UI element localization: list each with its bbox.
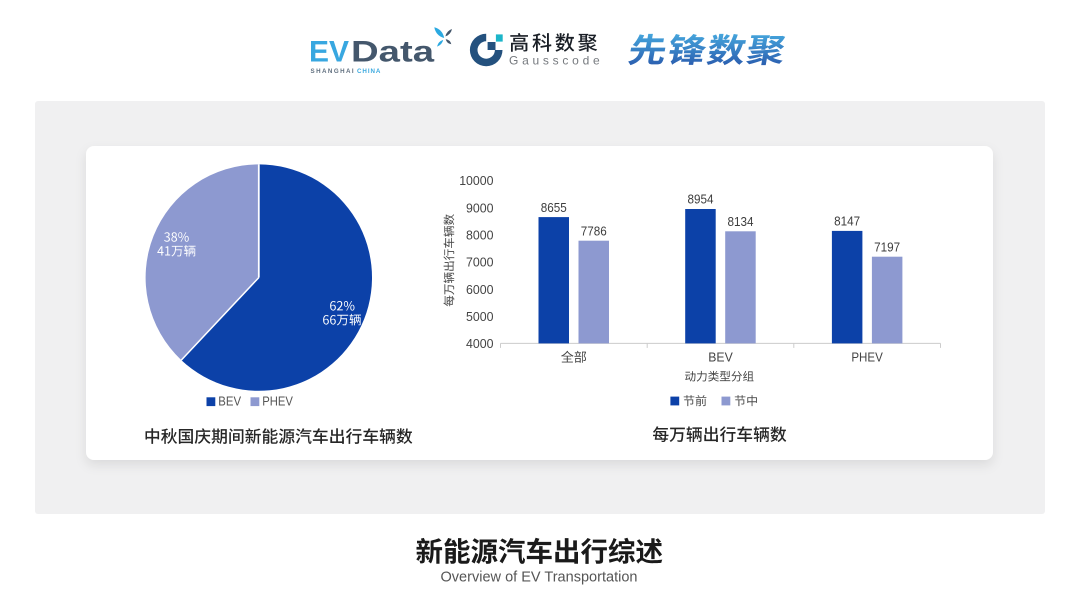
svg-text:8000: 8000 [466, 228, 494, 243]
svg-text:9000: 9000 [466, 200, 494, 215]
svg-text:8134: 8134 [728, 214, 754, 229]
svg-text:PHEV: PHEV [851, 350, 883, 365]
svg-text:7000: 7000 [466, 255, 494, 270]
svg-text:CHINA: CHINA [357, 68, 381, 75]
svg-text:EV: EV [309, 36, 349, 69]
svg-text:BEV: BEV [218, 394, 241, 409]
svg-text:4000: 4000 [466, 336, 494, 351]
svg-text:Gausscode: Gausscode [509, 53, 603, 67]
svg-text:7786: 7786 [581, 223, 607, 238]
svg-text:Data: Data [351, 36, 434, 69]
svg-text:Overview of EV Transportation: Overview of EV Transportation [441, 569, 638, 586]
svg-text:5000: 5000 [466, 309, 494, 324]
svg-text:8655: 8655 [541, 200, 567, 215]
svg-text:8147: 8147 [834, 214, 860, 229]
svg-text:7197: 7197 [874, 239, 900, 254]
svg-text:SHANGHAI: SHANGHAI [311, 68, 356, 75]
svg-text:PHEV: PHEV [262, 394, 293, 409]
svg-text:BEV: BEV [708, 350, 733, 365]
svg-text:6000: 6000 [466, 282, 494, 297]
svg-text:8954: 8954 [688, 192, 714, 207]
svg-text:10000: 10000 [459, 173, 493, 188]
